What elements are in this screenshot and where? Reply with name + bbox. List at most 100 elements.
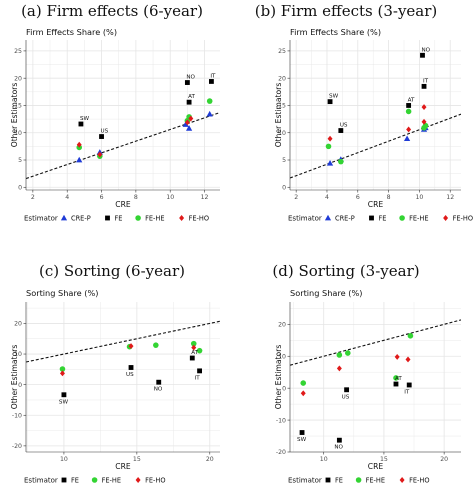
point-fe-ho: [421, 104, 427, 111]
point-fe: [327, 99, 333, 105]
legend-label: CRE-P: [71, 214, 91, 222]
x-tick-label: 8: [134, 194, 138, 201]
y-tick-label: 25: [14, 48, 22, 55]
y-tick-label: 15: [14, 103, 22, 110]
point-fe-ho: [300, 390, 306, 397]
y-tick-label: 20: [278, 322, 286, 329]
point-fe: [299, 430, 305, 435]
point-label: SW: [59, 399, 69, 405]
reference-line: [290, 113, 461, 179]
reference-line: [290, 319, 461, 366]
data-points: [299, 333, 414, 443]
panel-caption: (b) Firm effects (3-year): [255, 2, 438, 20]
legend: Estimator CRE-P FE FE-HE FE-HO: [288, 214, 473, 222]
panel-caption: (d) Sorting (3-year): [272, 262, 419, 280]
y-axis-label: Other Estimators: [10, 345, 19, 410]
y-tick-label: 25: [278, 48, 286, 55]
point-cre-p: [403, 135, 411, 142]
legend-marker-fe: [105, 215, 110, 221]
point-fe-he: [196, 347, 203, 354]
legend-label: FE: [335, 476, 343, 484]
x-tick-label: 12: [446, 194, 454, 201]
point-label: IT: [210, 73, 216, 79]
point-fe-ho: [184, 119, 190, 126]
point-fe-ho: [191, 344, 197, 351]
legend-marker-cre-p: [324, 214, 332, 221]
y-tick-label: 20: [14, 75, 22, 82]
legend-label: FE-HE: [102, 476, 121, 484]
point-fe-he: [190, 340, 197, 347]
point-fe: [186, 99, 192, 105]
point-fe-he: [59, 366, 66, 372]
y-tick-label: 5: [282, 157, 286, 164]
point-fe-he: [393, 375, 399, 381]
x-tick-label: 8: [387, 194, 391, 201]
legend: Estimator CRE-P FE FE-HE FE-HO: [24, 214, 209, 222]
point-fe-he: [345, 350, 351, 356]
point-fe-ho: [406, 126, 412, 133]
y-tick-label: 10: [14, 130, 22, 137]
chart-panel-1: (a) Firm effects (6-year) Firm Effects Sh…: [10, 2, 220, 223]
point-fe-ho: [336, 365, 342, 372]
point-label: SW: [329, 94, 339, 100]
legend-marker-fe-he: [91, 477, 98, 483]
chart-panel-4: (d) Sorting (3-year) Sorting Share (%) 10 1…: [272, 262, 461, 485]
x-tick-label: 4: [65, 194, 69, 201]
panel-caption: (a) Firm effects (6-year): [21, 2, 203, 20]
point-fe-he: [338, 158, 344, 165]
point-fe-ho: [128, 343, 134, 350]
legend-label: FE-HO: [145, 476, 166, 484]
point-fe-he: [206, 98, 213, 104]
x-tick-label: 6: [100, 194, 104, 201]
point-fe: [156, 379, 162, 385]
x-axis-label: CRE: [115, 200, 131, 209]
point-label: AT: [191, 350, 198, 356]
plot-background: [290, 40, 461, 190]
point-fe-ho: [421, 118, 427, 125]
x-tick-label: 10: [60, 456, 68, 463]
y-tick-label: -10: [276, 417, 286, 424]
legend-marker-fe: [61, 477, 67, 483]
legend-marker-fe: [325, 477, 331, 483]
x-tick-label: 6: [356, 194, 360, 201]
legend-label: FE: [71, 476, 79, 484]
data-points: [325, 52, 429, 166]
point-label: IT: [195, 375, 201, 381]
point-fe-ho: [97, 151, 103, 158]
point-fe-he: [336, 352, 343, 358]
point-label: NO: [186, 75, 195, 81]
legend-label: FE: [379, 214, 387, 222]
x-tick-label: 12: [201, 194, 209, 201]
point-fe: [338, 128, 344, 133]
legend-marker-cre-p: [60, 214, 68, 221]
chart-panel-2: (b) Firm effects (3-year) Firm Effects Sh…: [255, 2, 473, 223]
y-tick-label: 20: [14, 321, 22, 328]
point-label: IT: [423, 78, 429, 84]
point-fe: [189, 355, 195, 361]
legend-marker-fe: [369, 215, 374, 221]
data-points: [76, 79, 214, 163]
x-tick-label: 4: [325, 194, 329, 201]
point-fe: [197, 368, 202, 374]
y-tick-label: 0: [18, 382, 22, 389]
point-label: US: [342, 394, 350, 400]
legend-marker-fe-ho: [135, 477, 141, 483]
point-fe-he: [325, 143, 332, 150]
point-fe-he: [300, 380, 307, 386]
y-axis-label: Other Estimators: [10, 83, 19, 148]
x-tick-label: 20: [206, 456, 214, 463]
x-tick-label: 10: [166, 194, 174, 201]
y-tick-label: 0: [282, 385, 286, 392]
legend-label: FE-HO: [409, 476, 430, 484]
data-points: [59, 340, 203, 398]
legend-title: Estimator: [24, 477, 58, 485]
y-tick-label: 15: [278, 103, 286, 110]
legend-marker-fe-ho: [443, 215, 449, 221]
point-cre-p: [76, 156, 83, 163]
y-tick-label: 20: [278, 75, 286, 82]
x-axis-label: CRE: [115, 462, 131, 471]
point-fe: [421, 83, 427, 89]
chart-title: Firm Effects Share (%): [26, 27, 117, 37]
x-tick-label: 2: [294, 194, 298, 201]
y-axis-label: Other Estimators: [274, 83, 283, 148]
